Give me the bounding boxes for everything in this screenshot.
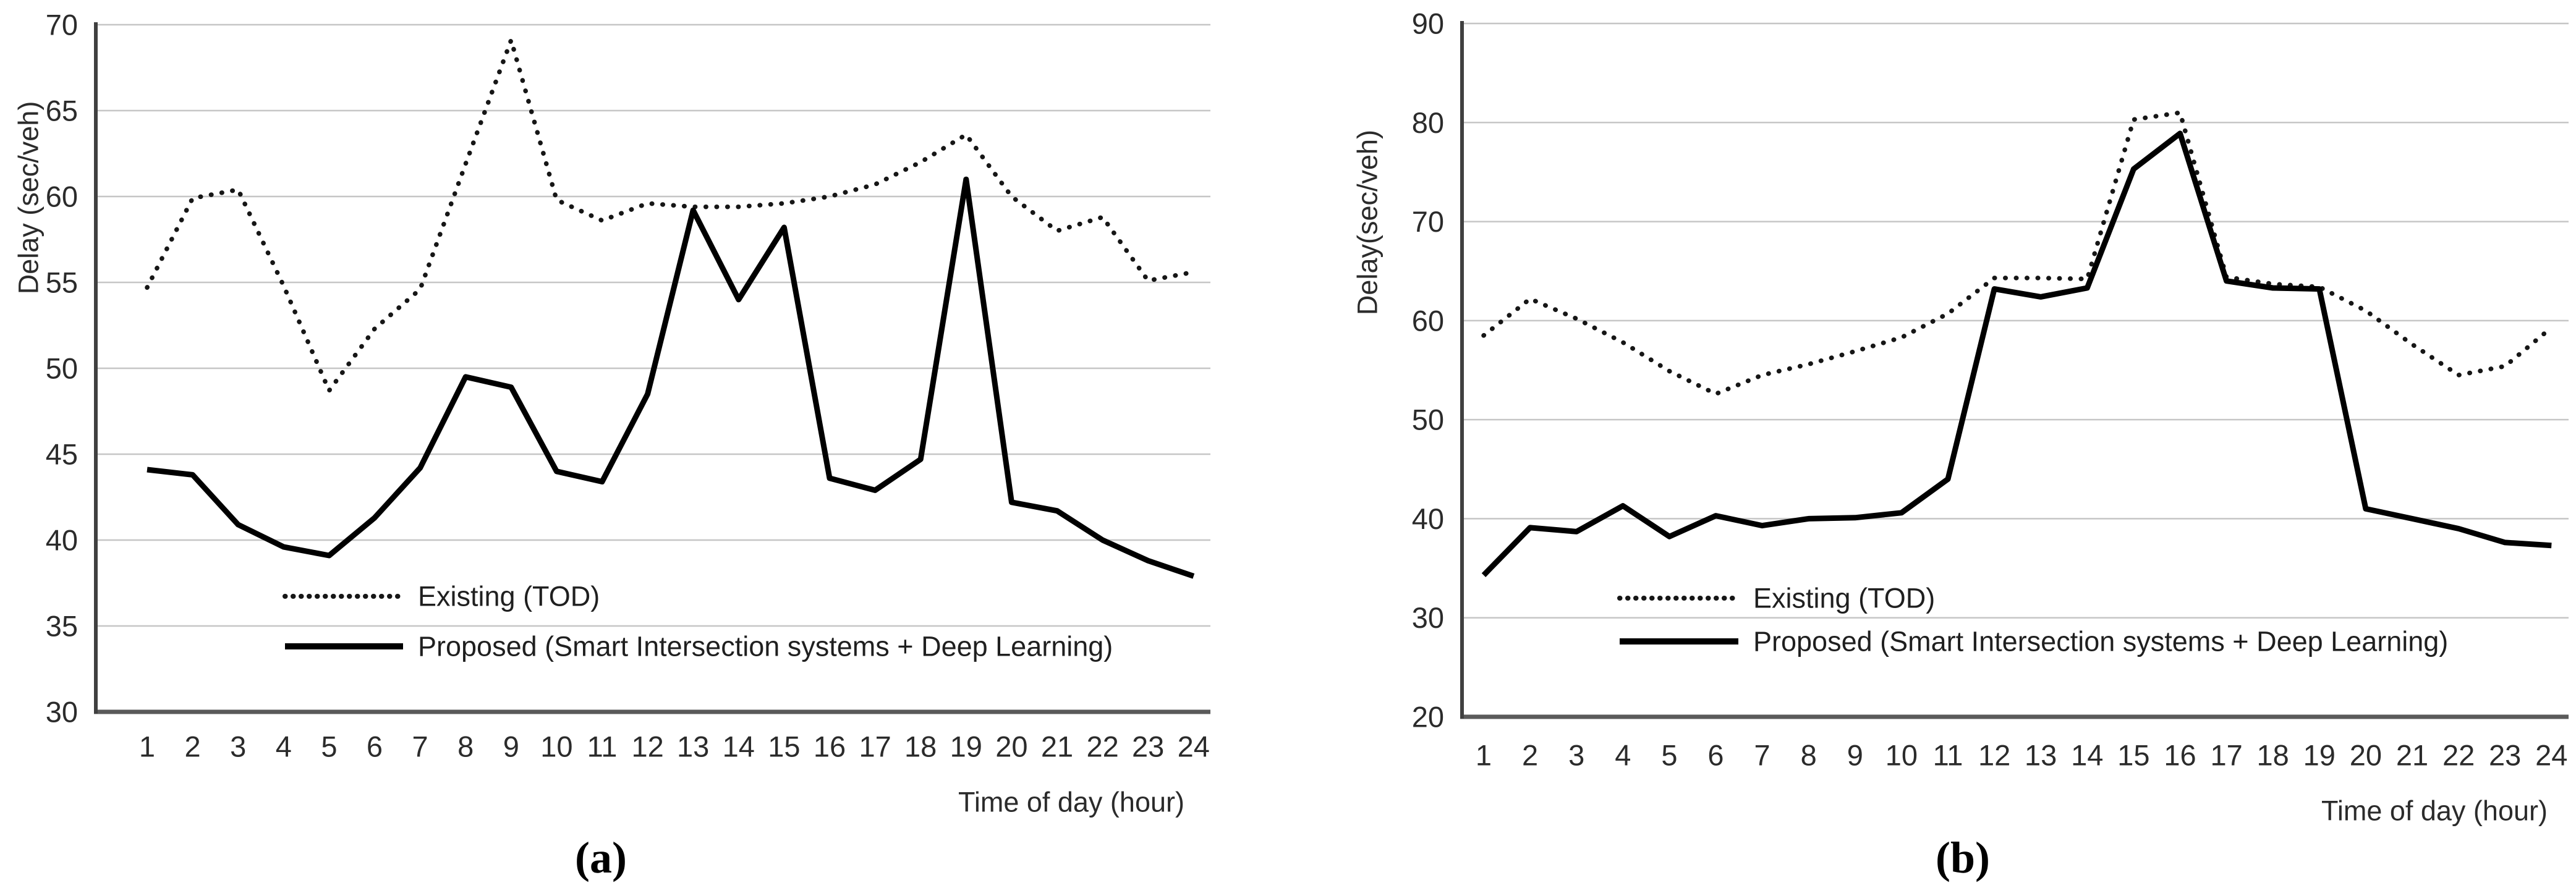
x-tick-label: 12 — [1978, 739, 2010, 772]
x-tick-label: 10 — [540, 730, 572, 763]
y-tick-label: 45 — [46, 438, 78, 471]
x-tick-label: 20 — [2350, 739, 2382, 772]
x-tick-label: 23 — [2489, 739, 2521, 772]
x-tick-label: 19 — [950, 730, 982, 763]
y-tick-label: 40 — [46, 524, 78, 557]
x-tick-label: 11 — [587, 730, 618, 763]
x-tick-label: 14 — [2071, 739, 2103, 772]
legend-label: Existing (TOD) — [418, 581, 600, 612]
legend-label: Proposed (Smart Intersection systems + D… — [418, 631, 1113, 662]
x-tick-label: 9 — [1847, 739, 1863, 772]
x-tick-label: 20 — [995, 730, 1027, 763]
legend-label: Proposed (Smart Intersection systems + D… — [1753, 626, 2448, 657]
series-existing-line — [145, 38, 1196, 393]
x-tick-label: 1 — [1476, 739, 1492, 772]
x-tick-label: 13 — [677, 730, 709, 763]
legend-label: Existing (TOD) — [1753, 583, 1935, 614]
y-tick-label: 55 — [46, 266, 78, 299]
series-proposed-line — [147, 176, 1195, 579]
x-tick-label: 6 — [1707, 739, 1724, 772]
x-tick-label: 3 — [230, 730, 246, 763]
y-tick-label: 60 — [1412, 304, 1444, 337]
x-tick-label: 12 — [631, 730, 663, 763]
x-tick-label: 8 — [457, 730, 474, 763]
y-tick-label: 60 — [46, 180, 78, 213]
y-tick-label: 50 — [46, 352, 78, 385]
x-tick-label: 3 — [1568, 739, 1584, 772]
x-tick-label: 7 — [1754, 739, 1770, 772]
subfigure-caption: (b) — [1936, 833, 1990, 882]
x-tick-label: 21 — [1041, 730, 1073, 763]
series-existing-line — [1481, 110, 2554, 397]
x-tick-label: 11 — [1933, 739, 1963, 772]
y-tick-label: 35 — [46, 610, 78, 643]
x-tick-label: 4 — [276, 730, 292, 763]
y-tick-label: 20 — [1412, 701, 1444, 733]
y-tick-label: 30 — [46, 696, 78, 729]
x-tick-label: 2 — [1522, 739, 1538, 772]
x-tick-label: 9 — [503, 730, 519, 763]
x-axis-title: Time of day (hour) — [958, 787, 1184, 818]
x-tick-label: 2 — [185, 730, 201, 763]
y-tick-label: 50 — [1412, 404, 1444, 436]
x-tick-label: 10 — [1885, 739, 1918, 772]
x-tick-label: 7 — [412, 730, 428, 763]
y-tick-label: 30 — [1412, 601, 1444, 634]
x-tick-label: 1 — [139, 730, 155, 763]
x-tick-label: 18 — [2257, 739, 2289, 772]
x-tick-label: 17 — [2210, 739, 2242, 772]
x-tick-label: 16 — [814, 730, 846, 763]
x-tick-label: 24 — [1178, 730, 1210, 763]
x-tick-label: 4 — [1615, 739, 1631, 772]
x-tick-label: 8 — [1801, 739, 1817, 772]
x-tick-label: 15 — [2117, 739, 2149, 772]
y-axis-title: Delay (sec/veh) — [13, 101, 45, 295]
x-tick-label: 5 — [321, 730, 337, 763]
x-tick-label: 15 — [768, 730, 800, 763]
y-axis-title: Delay(sec/veh) — [1352, 130, 1384, 315]
y-tick-label: 70 — [46, 9, 78, 41]
y-tick-label: 80 — [1412, 106, 1444, 139]
x-tick-label: 16 — [2164, 739, 2196, 772]
x-tick-label: 23 — [1132, 730, 1164, 763]
y-tick-label: 65 — [46, 95, 78, 127]
x-tick-label: 13 — [2025, 739, 2057, 772]
x-tick-label: 14 — [723, 730, 755, 763]
x-tick-label: 5 — [1661, 739, 1677, 772]
x-tick-label: 22 — [1086, 730, 1118, 763]
y-tick-label: 70 — [1412, 205, 1444, 238]
y-tick-label: 90 — [1412, 7, 1444, 40]
x-tick-label: 19 — [2303, 739, 2336, 772]
x-tick-label: 22 — [2442, 739, 2475, 772]
subfigure-caption: (a) — [575, 833, 627, 882]
x-axis-title: Time of day (hour) — [2321, 795, 2548, 827]
x-tick-label: 21 — [2396, 739, 2428, 772]
y-tick-label: 40 — [1412, 502, 1444, 535]
x-tick-label: 18 — [904, 730, 937, 763]
x-tick-label: 17 — [859, 730, 891, 763]
x-tick-label: 24 — [2535, 739, 2567, 772]
series-proposed-line — [1481, 130, 2552, 577]
x-tick-label: 6 — [367, 730, 383, 763]
